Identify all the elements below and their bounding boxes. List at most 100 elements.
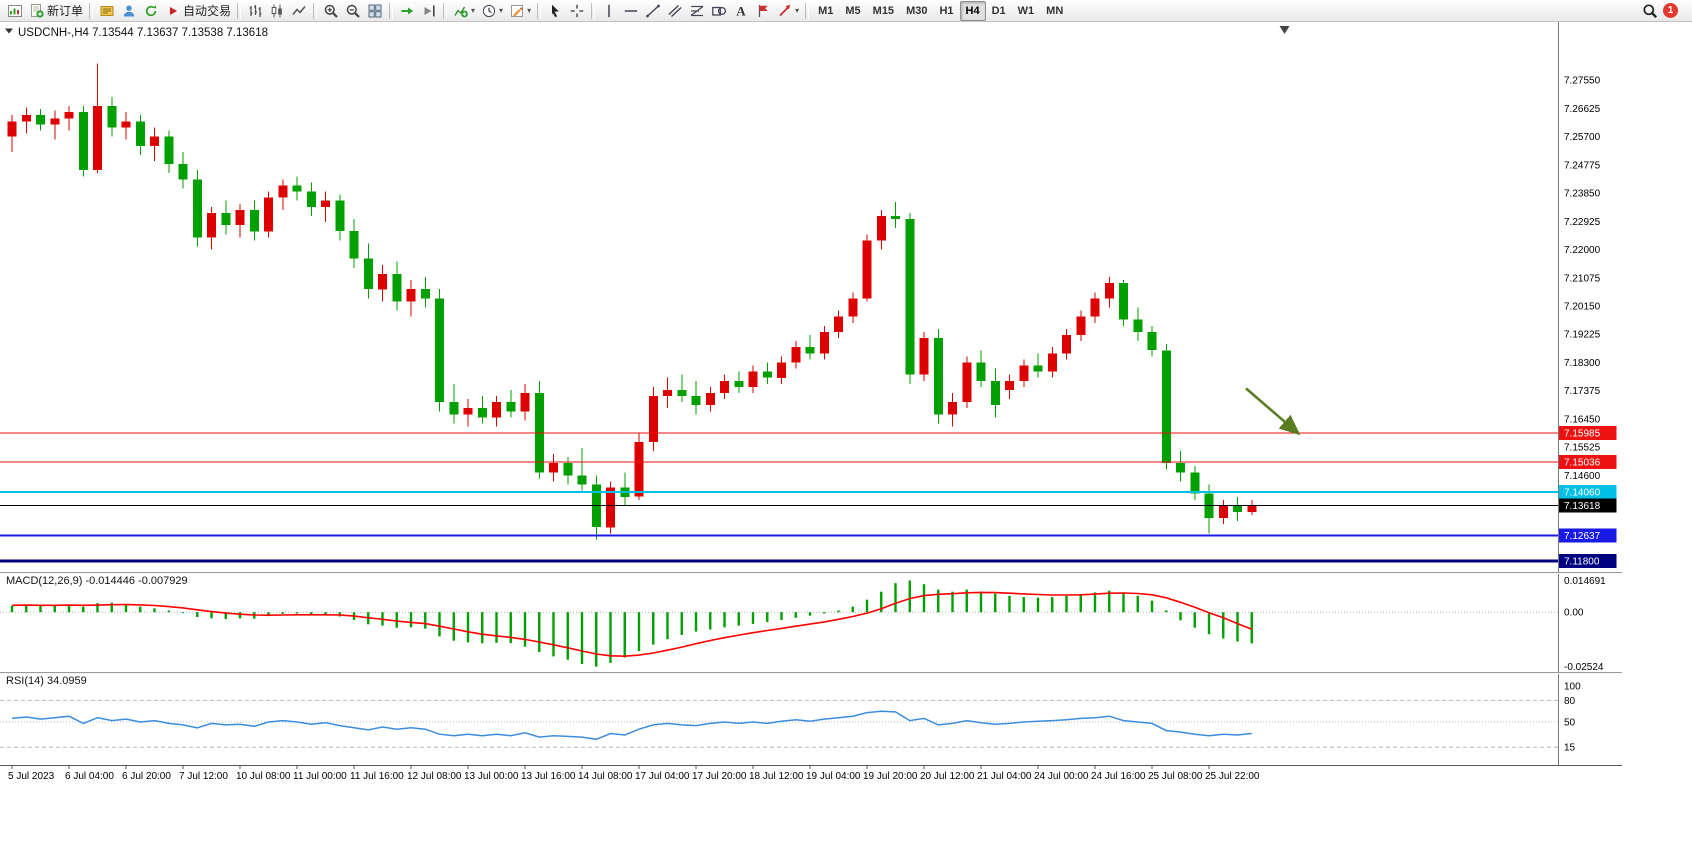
autotrading-icon <box>165 3 181 19</box>
resistance-line-2[interactable]: 7.15036 <box>0 455 1617 470</box>
support-line-cyan[interactable]: 7.14060 <box>0 484 1617 499</box>
toolbar: 新订单 自动交易 ▾ ▾ ▾ A ▾ M1 M5 M15 M30 H1 H4 D1 W1 MN 1 <box>0 0 1692 22</box>
toolbar-separator <box>805 2 810 19</box>
support-line-blue[interactable]: 7.12637 <box>0 528 1617 543</box>
vertical-line-button[interactable] <box>598 1 620 21</box>
line-chart-button[interactable] <box>288 1 310 21</box>
search-button[interactable] <box>1639 1 1661 21</box>
bid-price-line[interactable]: 7.13618 <box>0 498 1617 513</box>
price-tick-label: 7.26625 <box>1564 104 1601 115</box>
community-icon <box>121 3 137 19</box>
text-label-button[interactable] <box>752 1 774 21</box>
autotrading-label: 自动交易 <box>183 4 232 18</box>
cursor-icon <box>547 3 563 19</box>
price-tag: 7.14060 <box>1564 487 1601 498</box>
candlestick-icon <box>269 3 285 19</box>
time-label: 13 Jul 00:00 <box>464 771 519 782</box>
new-chart-icon <box>7 3 23 19</box>
toolbar-separator <box>443 2 448 19</box>
resistance-line-1[interactable]: 7.15985 <box>0 426 1617 441</box>
text-button[interactable]: A <box>730 1 752 21</box>
auto-scroll-button[interactable] <box>396 1 418 21</box>
community-button[interactable] <box>118 1 140 21</box>
rsi-tick-label: 15 <box>1564 743 1576 754</box>
cursor-button[interactable] <box>544 1 566 21</box>
timeframe-m15-button[interactable]: M15 <box>867 1 900 21</box>
chart-shift-marker[interactable] <box>1279 26 1290 34</box>
periods-icon <box>481 3 497 19</box>
time-label: 12 Jul 08:00 <box>407 771 462 782</box>
text-icon: A <box>733 3 749 19</box>
refresh-button[interactable] <box>140 1 162 21</box>
time-label: 18 Jul 12:00 <box>749 771 804 782</box>
horizontal-line-button[interactable] <box>620 1 642 21</box>
price-tick-label: 7.21075 <box>1564 273 1601 284</box>
vertical-line-icon <box>601 3 617 19</box>
notification-badge[interactable]: 1 <box>1663 3 1678 18</box>
label-icon <box>755 3 771 19</box>
chart-canvas[interactable]: USDCNH-,H4 7.13544 7.13637 7.13538 7.136… <box>0 22 1692 848</box>
timeframe-m1-button[interactable]: M1 <box>812 1 839 21</box>
price-tag: 7.15985 <box>1564 429 1601 440</box>
autotrading-button[interactable]: 自动交易 <box>162 1 234 21</box>
macd-label: MACD(12,26,9) -0.014446 -0.007929 <box>6 575 188 587</box>
tile-windows-button[interactable] <box>364 1 386 21</box>
tile-windows-icon <box>367 3 383 19</box>
timeframe-h1-button[interactable]: H1 <box>933 1 959 21</box>
zoom-in-button[interactable] <box>320 1 342 21</box>
price-tick-label: 7.22925 <box>1564 217 1601 228</box>
timeframe-m5-button[interactable]: M5 <box>839 1 866 21</box>
price-tick-label: 7.23850 <box>1564 189 1601 200</box>
collapse-ohlc-icon[interactable] <box>5 28 13 34</box>
horizontal-line-icon <box>623 3 639 19</box>
fibonacci-icon <box>689 3 705 19</box>
price-tick-label: 7.24775 <box>1564 160 1601 171</box>
bar-chart-button[interactable] <box>244 1 266 21</box>
templates-button[interactable]: ▾ <box>506 1 534 21</box>
fibonacci-button[interactable] <box>686 1 708 21</box>
trendline-button[interactable] <box>642 1 664 21</box>
timeframe-h4-button[interactable]: H4 <box>959 0 986 21</box>
bar-chart-icon <box>247 3 263 19</box>
time-label: 19 Jul 20:00 <box>863 771 918 782</box>
zoom-out-button[interactable] <box>342 1 364 21</box>
price-tick-label: 7.16450 <box>1564 414 1601 425</box>
chart-shift-button[interactable] <box>418 1 440 21</box>
support-line-navy[interactable]: 7.11800 <box>0 553 1617 568</box>
arrows-button[interactable]: ▾ <box>774 1 802 21</box>
line-chart-icon <box>291 3 307 19</box>
candlestick-series <box>7 63 1257 540</box>
candlestick-chart-button[interactable] <box>266 1 288 21</box>
indicators-icon <box>453 3 469 19</box>
timeframe-d1-button[interactable]: D1 <box>986 1 1012 21</box>
toolbar-separator <box>389 2 394 19</box>
new-order-icon <box>29 3 45 19</box>
new-chart-button[interactable] <box>4 1 26 21</box>
crosshair-button[interactable] <box>566 1 588 21</box>
price-tick-label: 7.27550 <box>1564 76 1601 87</box>
arrow-annotation[interactable] <box>1245 387 1301 436</box>
new-order-label: 新订单 <box>47 4 84 18</box>
auto-scroll-icon <box>399 3 415 19</box>
time-label: 17 Jul 04:00 <box>635 771 690 782</box>
new-order-button[interactable]: 新订单 <box>26 1 86 21</box>
indicators-button[interactable]: ▾ <box>450 1 478 21</box>
svg-text:A: A <box>736 3 746 18</box>
price-tag: 7.13618 <box>1564 501 1601 512</box>
time-label: 6 Jul 04:00 <box>65 771 114 782</box>
price-tick-label: 7.15525 <box>1564 443 1601 454</box>
price-tag: 7.15036 <box>1564 458 1601 469</box>
timeframe-mn-button[interactable]: MN <box>1040 1 1069 21</box>
timeframe-w1-button[interactable]: W1 <box>1012 1 1041 21</box>
metaeditor-button[interactable] <box>96 1 118 21</box>
channel-button[interactable] <box>664 1 686 21</box>
time-label: 21 Jul 04:00 <box>977 771 1032 782</box>
chevron-down-icon: ▾ <box>499 6 504 15</box>
chevron-down-icon: ▾ <box>471 6 476 15</box>
time-label: 14 Jul 08:00 <box>578 771 633 782</box>
timeframe-m30-button[interactable]: M30 <box>900 1 933 21</box>
rsi-tick-label: 100 <box>1564 682 1581 693</box>
shapes-button[interactable] <box>708 1 730 21</box>
periods-button[interactable]: ▾ <box>478 1 506 21</box>
time-label: 17 Jul 20:00 <box>692 771 747 782</box>
